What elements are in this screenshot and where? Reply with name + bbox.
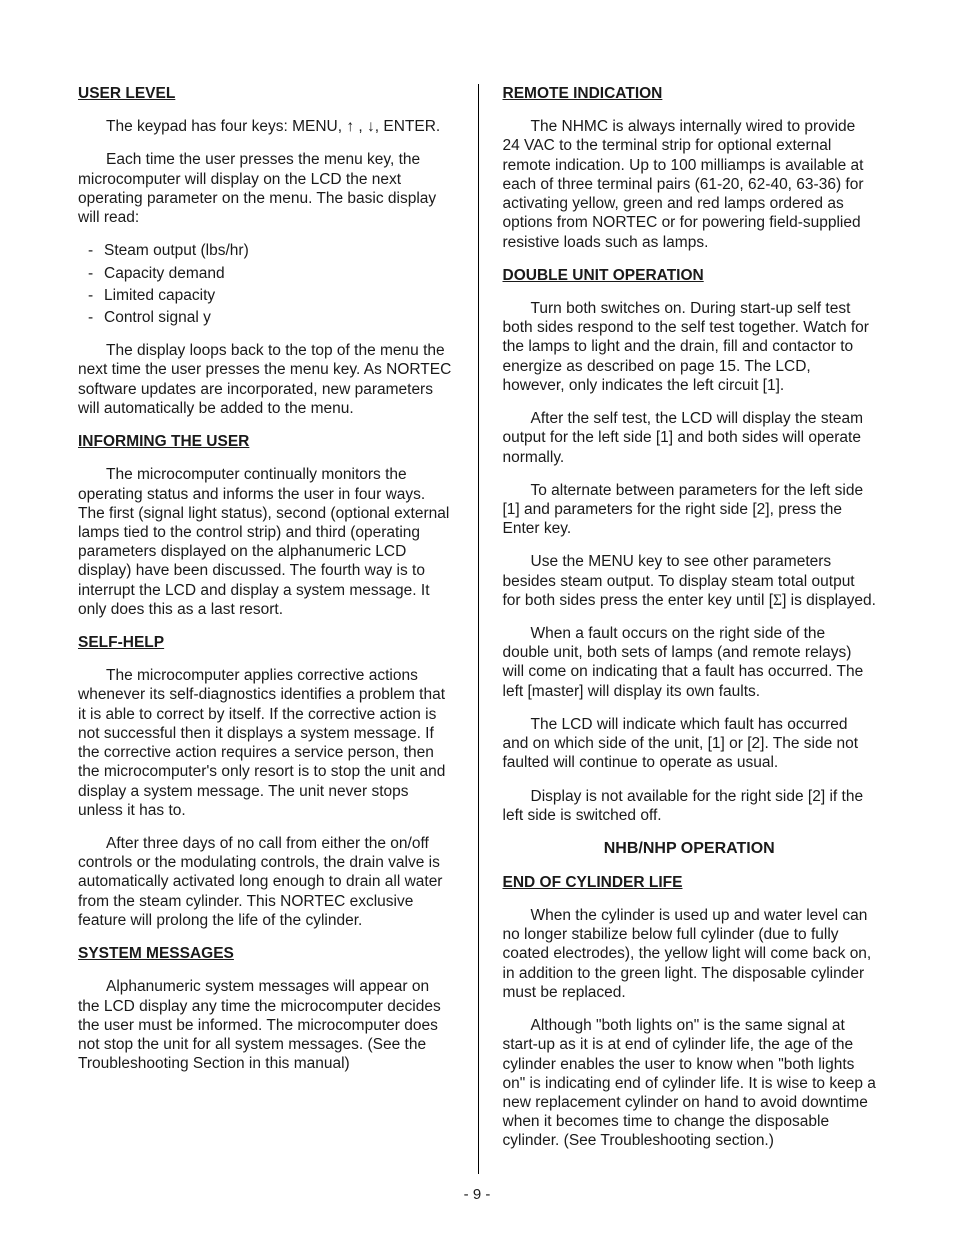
body-text: The NHMC is always internally wired to p… — [503, 117, 877, 252]
heading-selfhelp: SELF-HELP — [78, 633, 452, 652]
list-item: Control signal y — [104, 308, 452, 327]
body-text: The keypad has four keys: MENU, ↑ , ↓, E… — [78, 117, 452, 136]
body-text: Alphanumeric system messages will appear… — [78, 977, 452, 1073]
arrow-up-icon: ↑ — [346, 118, 354, 135]
heading-end-cyl: END OF CYLINDER LIFE — [503, 873, 877, 892]
body-text: When the cylinder is used up and water l… — [503, 906, 877, 1002]
heading-informing: INFORMING THE USER — [78, 432, 452, 451]
columns: USER LEVEL The keypad has four keys: MEN… — [78, 84, 876, 1174]
text-frag: , ENTER. — [375, 118, 440, 135]
heading-user-level: USER LEVEL — [78, 84, 452, 103]
text-frag: The keypad has four keys: MENU, — [106, 118, 346, 135]
body-text: After three days of no call from either … — [78, 834, 452, 930]
heading-remote: REMOTE INDICATION — [503, 84, 877, 103]
arrow-down-icon: ↓ — [367, 118, 375, 135]
body-text: To alternate between parameters for the … — [503, 481, 877, 539]
heading-sysmsg: SYSTEM MESSAGES — [78, 944, 452, 963]
body-text: Although "both lights on" is the same si… — [503, 1016, 877, 1151]
page-number: - 9 - — [78, 1174, 876, 1205]
body-text: Use the MENU key to see other parameters… — [503, 552, 877, 610]
body-text: The LCD will indicate which fault has oc… — [503, 715, 877, 773]
body-text: Each time the user presses the menu key,… — [78, 150, 452, 227]
body-text: Turn both switches on. During start-up s… — [503, 299, 877, 395]
body-text: The microcomputer applies corrective act… — [78, 666, 452, 820]
list-item: Limited capacity — [104, 286, 452, 305]
body-text: When a fault occurs on the right side of… — [503, 624, 877, 701]
text-frag: , — [354, 118, 367, 135]
right-column: REMOTE INDICATION The NHMC is always int… — [478, 84, 877, 1174]
heading-nhb-main: NHB/NHP OPERATION — [503, 839, 877, 859]
page: USER LEVEL The keypad has four keys: MEN… — [0, 0, 954, 1235]
body-text: The display loops back to the top of the… — [78, 341, 452, 418]
body-text: The microcomputer continually monitors t… — [78, 465, 452, 619]
heading-double: DOUBLE UNIT OPERATION — [503, 266, 877, 285]
menu-list: Steam output (lbs/hr) Capacity demand Li… — [78, 241, 452, 327]
body-text: After the self test, the LCD will displa… — [503, 409, 877, 467]
text-frag: ] is displayed. — [782, 592, 876, 609]
list-item: Steam output (lbs/hr) — [104, 241, 452, 260]
body-text: Display is not available for the right s… — [503, 787, 877, 825]
left-column: USER LEVEL The keypad has four keys: MEN… — [78, 84, 452, 1174]
sigma-icon: Σ — [773, 592, 782, 609]
list-item: Capacity demand — [104, 264, 452, 283]
